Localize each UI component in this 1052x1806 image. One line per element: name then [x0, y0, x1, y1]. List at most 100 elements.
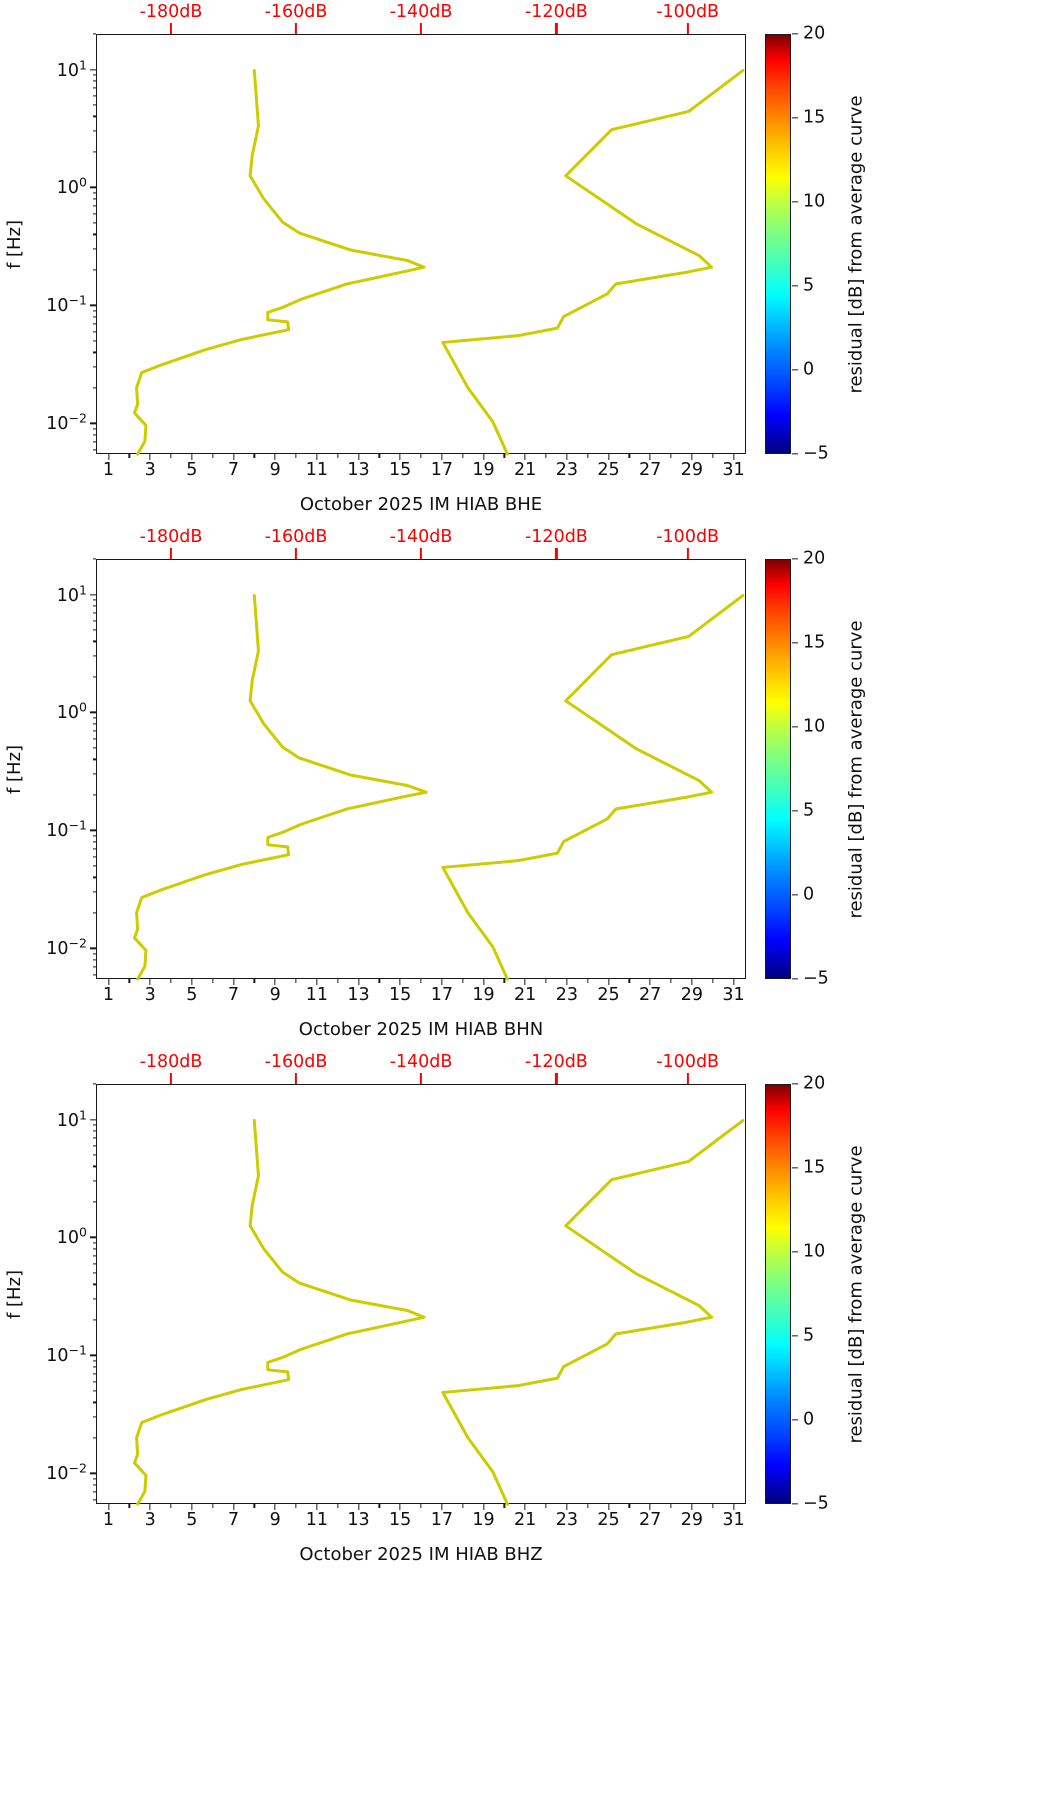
y-axis-minor-tick	[92, 1298, 96, 1300]
x-axis-minor-tick	[337, 979, 339, 983]
plot-area-1	[96, 559, 746, 981]
x-axis-minor-tick	[462, 454, 464, 458]
noise-curve	[133, 69, 426, 456]
noise-curve	[441, 69, 745, 456]
colorbar-tick-label: 0	[803, 359, 815, 380]
x-axis-tick-label: 25	[597, 460, 620, 480]
y-axis-minor-tick	[92, 1401, 96, 1403]
noise-curve	[133, 594, 428, 981]
y-axis-minor-tick	[92, 1437, 96, 1439]
x-axis-tick-label: 17	[430, 460, 453, 480]
x-axis-tick	[399, 979, 401, 985]
x-axis-minor-tick	[628, 454, 630, 458]
top-axis-tick	[169, 548, 173, 559]
colorbar-tick-label: 15	[803, 632, 826, 653]
x-axis-minor-tick	[170, 979, 172, 983]
y-axis-minor-tick	[92, 717, 96, 719]
noise-curves-1	[133, 594, 745, 981]
x-axis-tick	[357, 1504, 360, 1510]
colorbar-label-1: residual [dB] from average curve	[845, 619, 867, 919]
y-axis-minor-tick	[92, 387, 96, 389]
y-axis-minor-tick	[92, 876, 96, 878]
noise-curve	[133, 1119, 426, 1506]
x-axis-minor-tick	[420, 1504, 422, 1508]
top-axis-tick-label: -100dB	[656, 526, 720, 547]
y-axis-minor-tick	[92, 213, 96, 215]
x-axis-tick	[691, 454, 693, 460]
subplot-title-2: October 2025 IM HIAB BHZ	[299, 1544, 543, 1565]
top-axis-tick-label: -140dB	[389, 1051, 453, 1072]
y-axis-tick	[90, 304, 96, 307]
x-axis-tick-label: 27	[639, 1510, 662, 1530]
y-axis-minor-tick	[92, 865, 96, 867]
y-axis-minor-tick	[92, 87, 96, 89]
top-axis-tick	[294, 23, 298, 34]
x-axis-minor-tick	[128, 979, 130, 983]
y-axis-minor-tick	[92, 151, 96, 153]
noise-curve	[441, 594, 745, 981]
top-axis-tick	[555, 23, 558, 34]
y-axis-minor-tick	[92, 340, 96, 342]
y-axis-minor-tick	[92, 605, 96, 607]
x-axis-tick-label: 29	[680, 460, 703, 480]
x-axis-tick	[566, 1504, 568, 1510]
colorbar-tick-label: 10	[803, 1241, 826, 1262]
y-axis-minor-tick	[92, 1263, 96, 1265]
y-axis-minor-tick	[92, 95, 96, 97]
y-axis-minor-tick	[92, 1083, 96, 1085]
colorbar-gradient-2	[765, 1084, 791, 1504]
x-axis-minor-tick	[670, 1504, 672, 1508]
x-axis-tick	[316, 1504, 318, 1510]
x-axis-tick-label: 3	[144, 460, 156, 480]
x-axis-tick-label: 11	[305, 460, 328, 480]
top-axis-tick	[686, 548, 689, 559]
x-axis-tick-label: 3	[144, 1510, 156, 1530]
colorbar-tick-label: 5	[803, 800, 815, 821]
y-axis-minor-tick	[92, 966, 96, 968]
x-axis-tick-label: 13	[347, 985, 370, 1005]
y-axis-minor-tick	[92, 1478, 96, 1480]
y-axis-tick-label: 10−2	[46, 1460, 87, 1485]
x-axis-tick-label: 23	[555, 460, 578, 480]
x-axis-tick-label: 15	[389, 1510, 412, 1530]
y-axis-minor-tick	[92, 1145, 96, 1147]
x-axis-minor-tick	[128, 454, 130, 458]
y-axis-minor-tick	[92, 130, 96, 132]
x-axis-minor-tick	[253, 454, 255, 458]
y-axis-minor-tick	[92, 1390, 96, 1392]
x-axis-tick	[524, 454, 526, 460]
subplot-bhe: -180dB -160dB -140dB -120dB -100dB 101 100 10−…	[0, 0, 1052, 567]
y-axis-tick-label: 101	[56, 1106, 87, 1131]
y-axis-minor-tick	[92, 747, 96, 749]
subplot-bhn: -180dB -160dB -140dB -120dB -100dB 101 100 10−…	[0, 525, 1052, 1092]
x-axis-tick	[274, 1504, 276, 1510]
colorbar-tick-label: 0	[803, 884, 815, 905]
x-axis-tick	[274, 979, 276, 985]
noise-curve	[441, 1119, 745, 1506]
x-axis-tick	[732, 1504, 735, 1510]
x-axis-tick-label: 5	[186, 985, 198, 1005]
x-axis-minor-tick	[503, 1504, 505, 1508]
x-axis-minor-tick	[420, 979, 422, 983]
y-axis-minor-tick	[92, 841, 96, 843]
x-axis-tick-label: 9	[269, 1510, 281, 1530]
y-axis-tick	[90, 711, 96, 714]
x-axis-tick	[191, 454, 193, 460]
top-axis-tick	[294, 548, 298, 559]
x-axis-minor-tick	[587, 454, 589, 458]
top-axis-tick-label: -180dB	[139, 526, 203, 547]
colorbar-tick	[792, 1251, 798, 1253]
colorbar-1: residual [dB] from average curve 20 15 10 5…	[765, 550, 1045, 987]
y-axis-minor-tick	[92, 1242, 96, 1244]
top-db-axis-2: -180dB -160dB -140dB -120dB -100dB	[96, 1050, 746, 1084]
top-axis-tick-label: -160dB	[264, 526, 328, 547]
y-axis-minor-tick	[92, 1165, 96, 1168]
x-axis-tick-label: 21	[514, 1510, 537, 1530]
x-axis-tick-label: 5	[186, 460, 198, 480]
x-axis-tick	[482, 979, 485, 985]
colorbar-label-2: residual [dB] from average curve	[845, 1144, 867, 1444]
x-axis-minor-tick	[212, 979, 214, 983]
top-axis-tick-label: -180dB	[139, 1, 203, 22]
x-axis-minor-tick	[378, 979, 380, 983]
top-axis-tick-label: -140dB	[389, 1, 453, 22]
